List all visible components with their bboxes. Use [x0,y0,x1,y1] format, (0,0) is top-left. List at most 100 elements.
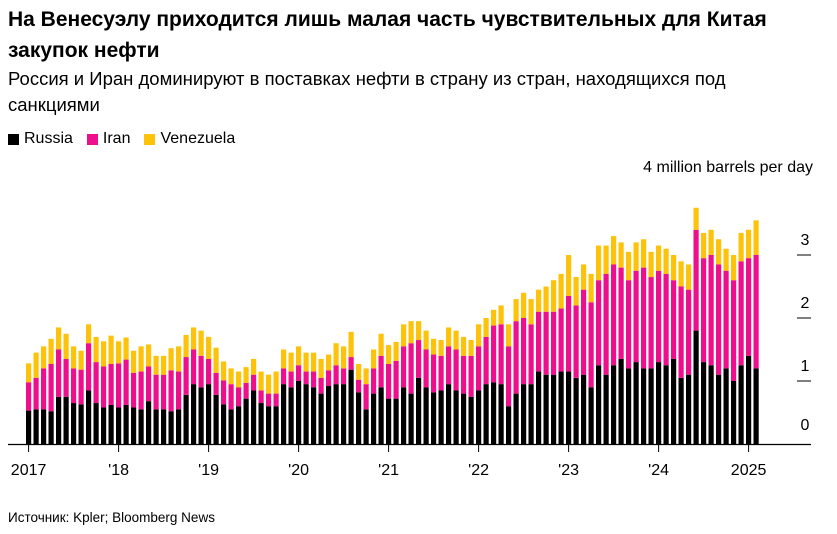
bar-iran-2021-05 [416,340,422,378]
bar-venezuela-2024-03 [671,255,677,281]
y-tick-label-3: 3 [801,232,810,249]
bar-iran-2020-09 [356,379,362,393]
bar-iran-2024-07 [701,258,707,363]
bar-russia-2018-08 [168,411,174,444]
bar-iran-2023-08 [618,267,624,359]
bar-venezuela-2024-05 [686,264,692,290]
bar-iran-2021-08 [438,355,444,391]
bar-russia-2021-10 [453,390,459,444]
legend-item-iran: Iran [86,130,130,148]
bar-venezuela-2017-06 [63,333,69,359]
bar-iran-2019-04 [228,384,234,410]
bar-venezuela-2020-05 [326,354,332,371]
bar-russia-2018-11 [191,384,197,444]
bar-russia-2024-11 [731,381,737,444]
bar-iran-2021-09 [446,346,452,385]
bar-venezuela-2022-10 [543,286,549,312]
bar-russia-2024-03 [671,358,677,444]
bar-iran-2018-02 [123,359,129,405]
y-tick-label-1: 1 [801,358,810,375]
bar-russia-2024-10 [723,368,729,444]
bar-russia-2019-09 [266,406,272,444]
bar-russia-2021-07 [431,392,437,444]
bar-iran-2020-02 [303,371,309,385]
bar-iran-2022-09 [536,311,542,372]
bar-russia-2017-05 [56,396,62,444]
bar-iran-2023-07 [611,264,617,366]
bar-iran-2018-01 [116,363,122,408]
legend-label-russia: Russia [24,130,73,147]
bar-iran-2022-07 [521,318,527,385]
bar-venezuela-2025-02 [753,220,759,255]
bar-russia-2025-01 [746,355,752,444]
bar-venezuela-2017-03 [41,346,47,369]
bar-iran-2017-11 [101,366,107,408]
bar-venezuela-2021-12 [468,340,474,356]
bar-venezuela-2024-07 [701,232,707,259]
bar-venezuela-2022-03 [491,309,497,326]
bar-iran-2019-10 [273,393,279,407]
bar-venezuela-2023-12 [648,251,654,278]
bar-venezuela-2024-09 [716,239,722,265]
bar-venezuela-2018-06 [153,355,159,375]
bar-iran-2017-07 [71,368,77,404]
bar-russia-2022-05 [506,406,512,444]
bar-russia-2022-06 [513,393,519,444]
bar-russia-2020-10 [363,409,369,444]
bar-iran-2019-08 [258,390,264,404]
bar-russia-2019-12 [288,387,294,444]
bar-venezuela-2017-10 [93,336,99,363]
bar-venezuela-2021-04 [408,321,414,344]
source-note: Источник: Kpler; Bloomberg News [8,510,215,525]
bar-iran-2024-05 [686,289,692,375]
bar-venezuela-2023-01 [566,255,572,296]
bar-venezuela-2017-09 [86,324,92,344]
bar-venezuela-2024-04 [678,261,684,287]
bar-venezuela-2019-05 [236,371,242,388]
bar-russia-2018-04 [138,409,144,444]
bar-russia-2020-02 [303,384,309,444]
bar-iran-2018-06 [153,374,159,410]
bar-iran-2023-09 [626,280,632,369]
bar-russia-2020-03 [311,387,317,444]
bar-russia-2019-10 [273,406,279,444]
bar-russia-2023-10 [633,362,639,444]
bar-russia-2021-12 [468,396,474,444]
bar-russia-2018-10 [183,394,189,444]
bar-iran-2020-07 [341,368,347,385]
bar-russia-2021-03 [401,387,407,444]
bar-venezuela-2018-09 [176,346,182,372]
bar-iran-2020-08 [348,357,354,370]
bar-iran-2019-09 [266,393,272,407]
bar-russia-2023-06 [603,374,609,444]
bar-russia-2020-09 [356,392,362,444]
bar-russia-2023-07 [611,365,617,444]
bar-russia-2022-10 [543,374,549,444]
bar-russia-2019-11 [281,384,287,444]
chart-subtitle: Россия и Иран доминируют в поставках неф… [8,68,726,115]
bar-iran-2019-01 [206,358,212,385]
bar-venezuela-2017-11 [101,341,107,367]
bar-venezuela-2024-11 [731,255,737,281]
bar-iran-2022-05 [506,346,512,407]
legend-item-russia: Russia [8,130,73,148]
bar-iran-2024-10 [723,270,729,369]
bar-iran-2020-04 [318,377,324,394]
bar-iran-2017-03 [41,368,47,410]
bar-iran-2019-12 [288,371,294,388]
bar-iran-2022-12 [558,308,564,372]
y-tick-label-2: 2 [801,295,810,312]
bar-iran-2022-01 [476,346,482,391]
bar-russia-2019-03 [221,404,227,444]
bar-venezuela-2018-05 [146,344,152,367]
bar-russia-2023-08 [618,358,624,444]
y-axis-unit-label: 4 million barrels per day [643,159,813,176]
bar-russia-2019-01 [206,384,212,444]
bar-russia-2024-06 [693,330,699,444]
bar-iran-2021-01 [386,363,392,399]
bar-iran-2022-06 [513,321,519,394]
bar-venezuela-2023-10 [633,242,639,271]
bar-iran-2019-05 [236,387,242,407]
bar-venezuela-2022-06 [513,299,519,322]
bar-venezuela-2020-11 [371,349,377,369]
